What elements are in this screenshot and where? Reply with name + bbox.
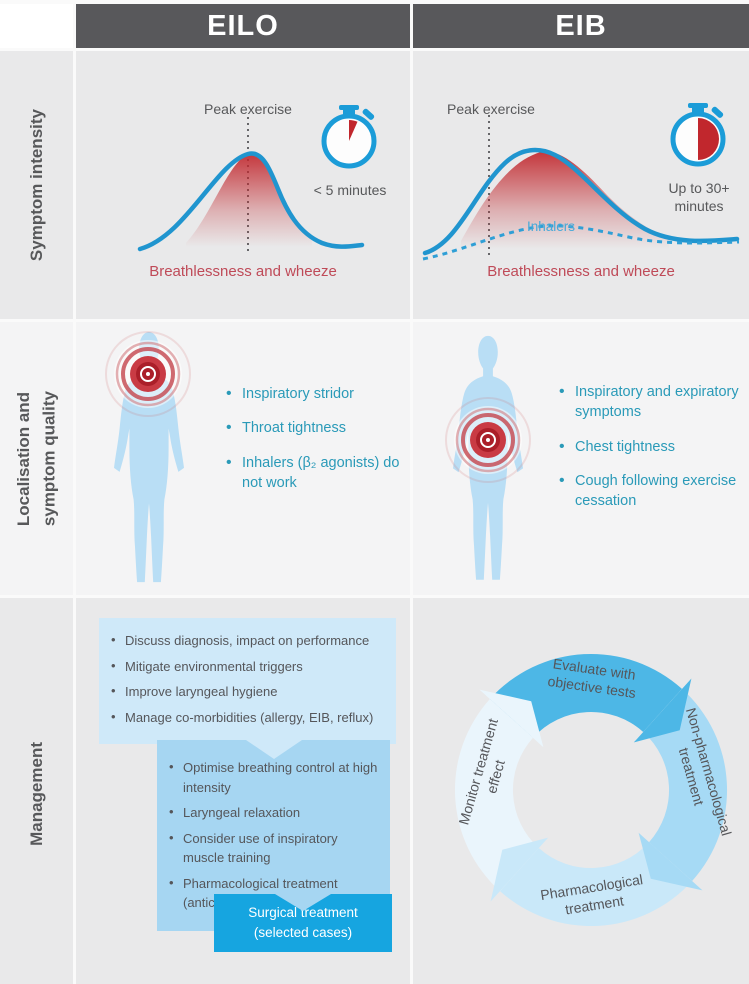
- eib-localisation-panel: Inspiratory and expiratory symptoms Ches…: [413, 322, 749, 595]
- stopwatch-short-duration-wedge: [349, 120, 358, 141]
- list-item: Inhalers (β₂ agonists) do not work: [226, 452, 404, 494]
- eib-body-figure: [445, 335, 531, 580]
- list-item: Laryngeal relaxation: [169, 802, 382, 823]
- eilo-symptom-area: [186, 153, 312, 247]
- column-header-eilo-label: EILO: [207, 9, 279, 42]
- row-label-symptom-intensity: Symptom intensity: [0, 51, 73, 319]
- list-item: Inspiratory and expiratory symptoms: [559, 381, 741, 423]
- list-item: Throat tightness: [226, 417, 404, 440]
- surgical-treatment-label: Surgical treatment (selected cases): [248, 905, 358, 940]
- management-step-1-list: Discuss diagnosis, impact on performance…: [111, 630, 390, 728]
- cycle-segment-evaluate: [489, 653, 682, 738]
- eilo-peak-exercise-label: Peak exercise: [204, 101, 292, 117]
- treatment-cycle: [454, 653, 728, 927]
- stopwatch-long-duration-wedge: [698, 118, 719, 160]
- cycle-segment-monitor: [454, 699, 539, 892]
- list-item: Discuss diagnosis, impact on performance: [111, 630, 390, 651]
- eilo-body-figure: [105, 331, 191, 583]
- eib-management-panel: Evaluate with objective tests Non-pharma…: [413, 598, 749, 984]
- list-item: Inspiratory stridor: [226, 383, 404, 406]
- header-corner: [0, 4, 73, 48]
- column-header-eib-label: EIB: [555, 9, 607, 42]
- list-item: Consider use of inspiratory muscle train…: [169, 828, 382, 868]
- eib-symptom-caption: Breathlessness and wheeze: [487, 263, 675, 280]
- eilo-localisation-panel: Inspiratory stridor Throat tightness Inh…: [76, 322, 410, 595]
- eib-symptom-curve: [422, 115, 740, 261]
- list-item: Mitigate environmental triggers: [111, 656, 390, 677]
- list-item: Optimise breathing control at high inten…: [169, 757, 382, 797]
- eib-symptom-list: Inspiratory and expiratory symptoms Ches…: [559, 381, 741, 525]
- eilo-symptom-line: [137, 151, 365, 252]
- row-label-localisation: Localisation and symptom quality: [0, 322, 73, 595]
- eilo-management-panel: Discuss diagnosis, impact on performance…: [76, 598, 410, 984]
- eib-symptom-area: [461, 151, 669, 249]
- list-item: Cough following exercise cessation: [559, 470, 741, 512]
- stopwatch-icon: [321, 105, 377, 169]
- eilo-symptom-curve: [137, 117, 365, 253]
- column-header-eib: EIB: [413, 4, 749, 48]
- list-item: Improve laryngeal hygiene: [111, 681, 390, 702]
- eib-inhalers-dashed-line: [422, 224, 740, 261]
- cycle-segment-non-pharmacological: [643, 688, 728, 881]
- eib-symptom-line: [422, 147, 740, 256]
- list-item: Manage co-morbidities (allergy, EIB, ref…: [111, 707, 390, 728]
- management-step-2-list: Optimise breathing control at high inten…: [169, 757, 382, 913]
- eib-symptom-intensity-panel: Peak exercise Up to 30+ minutes Inhalers…: [413, 51, 749, 319]
- eib-inhalers-label: Inhalers: [526, 219, 576, 234]
- eilo-duration-label: < 5 minutes: [313, 182, 387, 198]
- row-label-management: Management: [0, 598, 73, 984]
- list-item: Chest tightness: [559, 436, 741, 459]
- eib-duration-label: Up to 30+ minutes: [668, 180, 730, 215]
- target-rings-icon: [105, 331, 191, 417]
- eib-peak-exercise-label: Peak exercise: [447, 101, 535, 117]
- stopwatch-icon: [670, 103, 726, 167]
- eilo-symptom-list: Inspiratory stridor Throat tightness Inh…: [226, 383, 404, 507]
- eilo-symptom-intensity-panel: Peak exercise < 5 minutes Breathlessness…: [76, 51, 410, 319]
- column-header-eilo: EILO: [76, 4, 410, 48]
- management-step-1: Discuss diagnosis, impact on performance…: [99, 618, 396, 744]
- cycle-arrowhead: [479, 689, 544, 748]
- target-rings-icon: [445, 397, 531, 483]
- cycle-segment-pharmacological: [499, 842, 693, 927]
- management-step-3: Surgical treatment (selected cases): [214, 894, 392, 952]
- eilo-symptom-caption: Breathlessness and wheeze: [149, 263, 337, 280]
